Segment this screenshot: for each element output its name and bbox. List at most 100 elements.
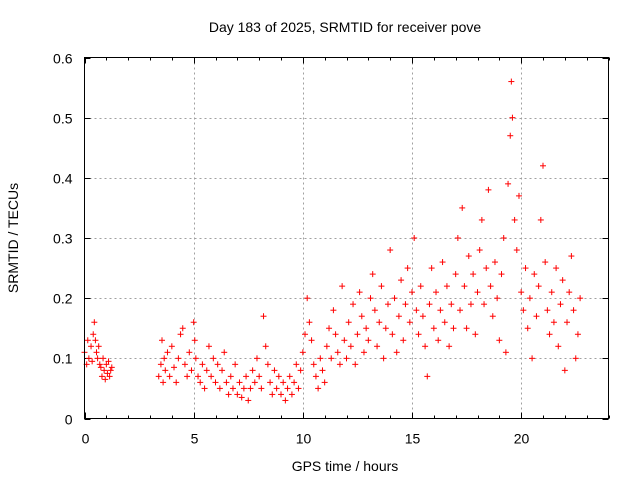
data-point (487, 283, 494, 290)
data-point (245, 397, 252, 404)
data-point (419, 313, 426, 320)
data-point (500, 235, 507, 241)
data-point (326, 325, 333, 332)
data-point (203, 367, 210, 374)
data-point (548, 289, 555, 296)
data-point (334, 349, 341, 356)
data-point (402, 301, 409, 308)
data-point (262, 343, 269, 350)
data-point (406, 319, 413, 326)
data-point (409, 289, 415, 296)
data-point (321, 379, 328, 386)
data-point (102, 376, 109, 383)
data-point (356, 289, 363, 296)
data-point (190, 319, 197, 326)
data-point (97, 364, 104, 371)
data-point (354, 331, 361, 338)
data-point (162, 367, 169, 374)
data-point (96, 361, 103, 368)
data-point (443, 283, 450, 290)
data-point (467, 301, 474, 308)
data-point (280, 379, 287, 386)
data-point (435, 337, 442, 344)
y-tick-label: 0.5 (53, 111, 73, 127)
axis-ticks: 0 0.1 0.2 0.3 0.4 0.5 0.6 0 5 10 15 20 (53, 51, 610, 447)
data-point (181, 361, 188, 368)
data-point (557, 301, 564, 308)
data-point (424, 373, 431, 380)
data-point (304, 295, 311, 302)
data-point (332, 331, 339, 338)
data-point (365, 337, 372, 344)
data-point (428, 265, 435, 272)
data-point (330, 307, 337, 314)
data-point (234, 391, 241, 398)
data-point (535, 283, 542, 290)
data-point (236, 379, 243, 386)
data-point (483, 265, 490, 272)
data-point (529, 355, 536, 362)
data-point (568, 253, 575, 260)
x-tick-label: 15 (405, 431, 421, 447)
data-point (572, 355, 579, 362)
data-point (90, 331, 97, 338)
data-point (542, 259, 549, 266)
data-point (212, 379, 219, 386)
data-point (461, 283, 468, 290)
data-point (197, 379, 204, 386)
data-point (155, 373, 162, 380)
data-point (520, 307, 527, 314)
data-point (100, 355, 107, 362)
data-point (312, 373, 319, 380)
data-point (433, 289, 440, 296)
data-point (195, 373, 202, 380)
data-point (315, 385, 322, 392)
data-point (91, 319, 98, 326)
data-point (574, 331, 581, 338)
data-point (415, 331, 422, 338)
x-tick-label: 0 (82, 431, 90, 447)
data-point (240, 385, 247, 392)
data-point (291, 379, 298, 386)
data-point (561, 367, 568, 374)
data-point (450, 325, 457, 332)
data-point (192, 355, 199, 362)
data-point (341, 337, 348, 344)
data-point (93, 349, 100, 356)
data-point (515, 192, 522, 199)
data-point (339, 283, 346, 290)
data-point (463, 325, 470, 332)
data-point (85, 355, 92, 362)
data-point (352, 361, 359, 368)
data-point (422, 343, 429, 350)
data-point (219, 367, 226, 374)
data-point (308, 337, 315, 344)
data-point (184, 373, 191, 380)
data-point (275, 373, 282, 380)
data-point (533, 313, 540, 320)
data-point (577, 295, 584, 302)
x-tick-label: 10 (296, 431, 312, 447)
data-point (273, 385, 280, 392)
data-point (494, 295, 501, 302)
data-point (278, 391, 284, 398)
data-point (179, 325, 186, 332)
data-point (328, 355, 335, 362)
chart-title: Day 183 of 2025, SRMTID for receiver pov… (209, 19, 482, 35)
data-point (247, 385, 254, 392)
data-point (395, 313, 402, 320)
data-point (223, 379, 230, 386)
data-point (570, 307, 577, 314)
data-point (317, 355, 324, 362)
data-point (524, 325, 531, 332)
data-point (186, 349, 193, 356)
data-point (227, 373, 234, 380)
data-point (210, 355, 217, 362)
data-point (564, 319, 571, 326)
data-point (225, 391, 232, 398)
data-point (437, 307, 444, 314)
data-point (553, 265, 560, 272)
data-point (398, 277, 405, 284)
data-point (546, 331, 553, 338)
